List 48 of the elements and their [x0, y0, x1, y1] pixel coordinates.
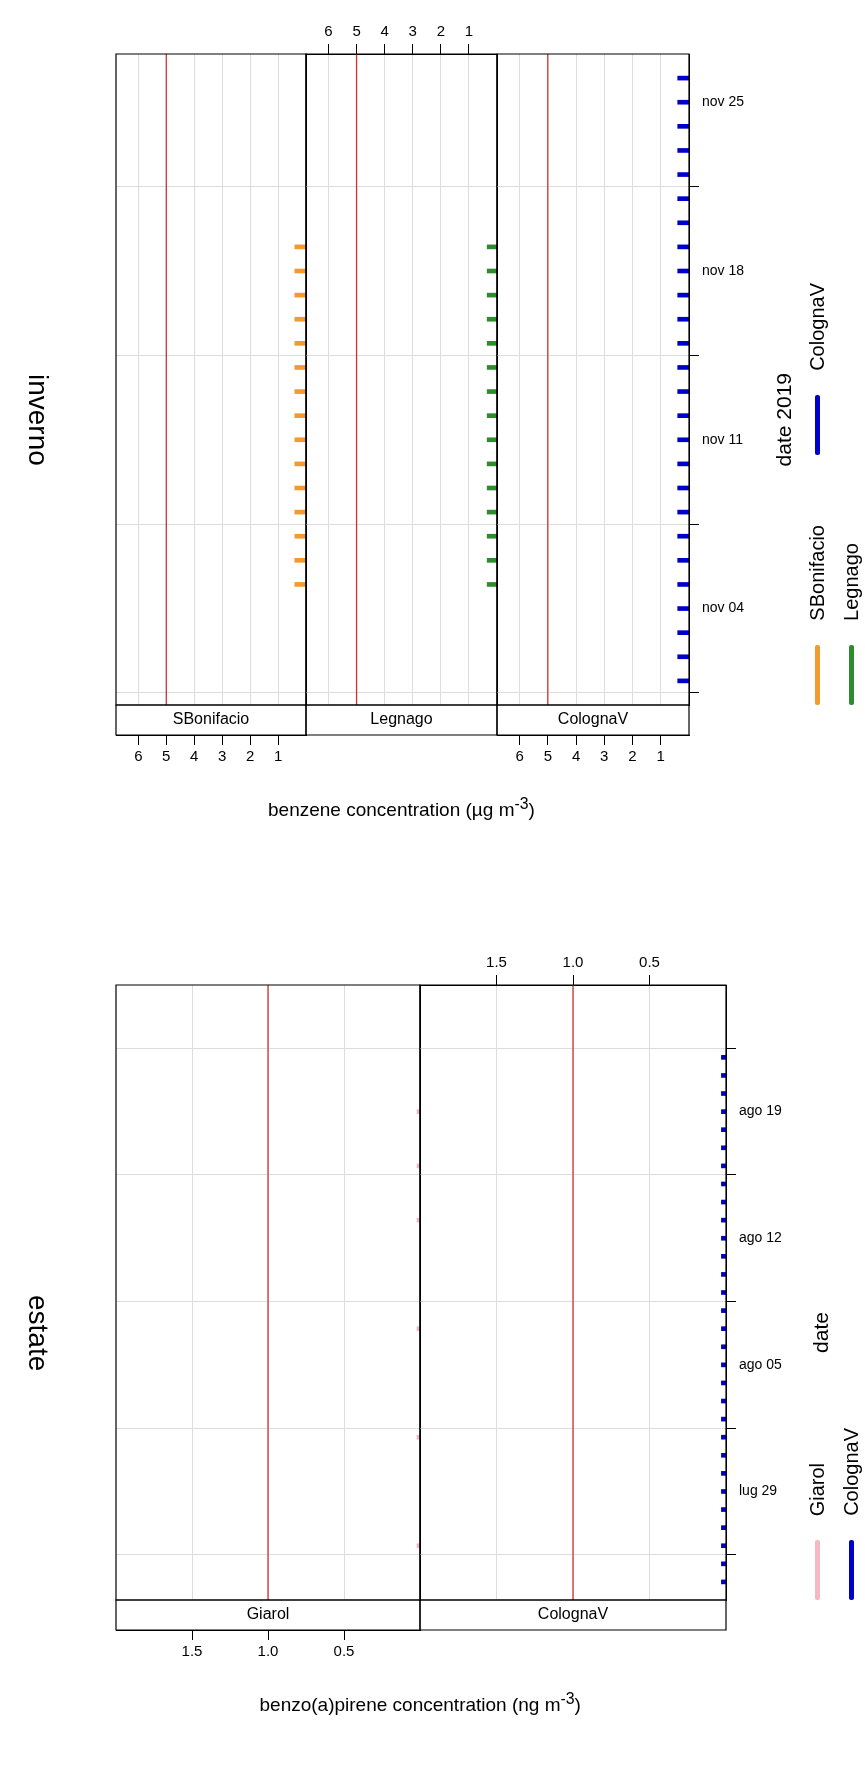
y-tick-label: nov 25	[702, 93, 745, 110]
x-tick-label: 1	[273, 747, 283, 765]
text: SBonifacio	[806, 525, 828, 621]
text: ColognaV	[537, 1605, 609, 1623]
x-tick-label: 1	[464, 22, 474, 40]
x-tick-label: 0.5	[333, 1642, 355, 1660]
x-tick-label: 1.0	[257, 1642, 279, 1660]
x-tick-label: 2	[436, 22, 445, 40]
x-tick-label: 6	[134, 747, 143, 765]
x-tick-label: 4	[571, 747, 581, 765]
x-tick-label: 4	[190, 747, 199, 765]
x-tick-label: 2	[245, 747, 255, 765]
y-tick-label: ago 05	[739, 1355, 783, 1372]
x-tick-label: 3	[408, 22, 417, 40]
x-tick-label: 6	[515, 747, 524, 765]
text: estate	[21, 1294, 55, 1371]
x-tick-label: 5	[543, 747, 552, 765]
x-tick-label: 0.5	[639, 953, 660, 971]
x-tick-label: 1.5	[486, 953, 507, 971]
text: Giarol	[806, 1463, 828, 1517]
x-tick-label: 3	[600, 747, 609, 765]
x-tick-label: 2	[628, 747, 637, 765]
y-tick-label: nov 04	[702, 599, 745, 616]
y-axis-title: date 2019	[771, 373, 796, 467]
text: ColognaV	[839, 1428, 863, 1516]
x-tick-label: 3	[218, 747, 227, 765]
x-tick-label: 5	[162, 747, 171, 765]
text: Legnago	[370, 710, 433, 728]
text: SBonifacio	[172, 710, 250, 728]
x-tick-label: 1.5	[181, 1642, 203, 1660]
y-tick-label: nov 18	[702, 261, 745, 278]
x-tick-label: 5	[352, 22, 361, 40]
text: Giarol	[246, 1605, 290, 1623]
x-tick-label: 1.0	[562, 953, 584, 971]
x-axis-title: benzo(a)pirene concentration (ng m$^{-3}$)	[259, 1690, 581, 1718]
text: Legnago	[840, 543, 862, 621]
x-tick-label: 4	[380, 22, 389, 40]
text: ColognaV	[806, 283, 828, 371]
text: ColognaV	[557, 710, 629, 728]
y-tick-label: nov 11	[702, 430, 744, 447]
x-tick-label: 1	[656, 747, 665, 765]
x-tick-label: 6	[324, 22, 333, 40]
y-tick-label: lug 29	[739, 1482, 778, 1499]
text: inverno	[21, 373, 55, 466]
y-axis-title: date	[808, 1312, 833, 1353]
x-axis-title: benzene concentration (µg m$^{-3}$)	[268, 795, 535, 823]
y-tick-label: ago 12	[739, 1229, 783, 1246]
y-tick-label: ago 19	[739, 1102, 783, 1119]
